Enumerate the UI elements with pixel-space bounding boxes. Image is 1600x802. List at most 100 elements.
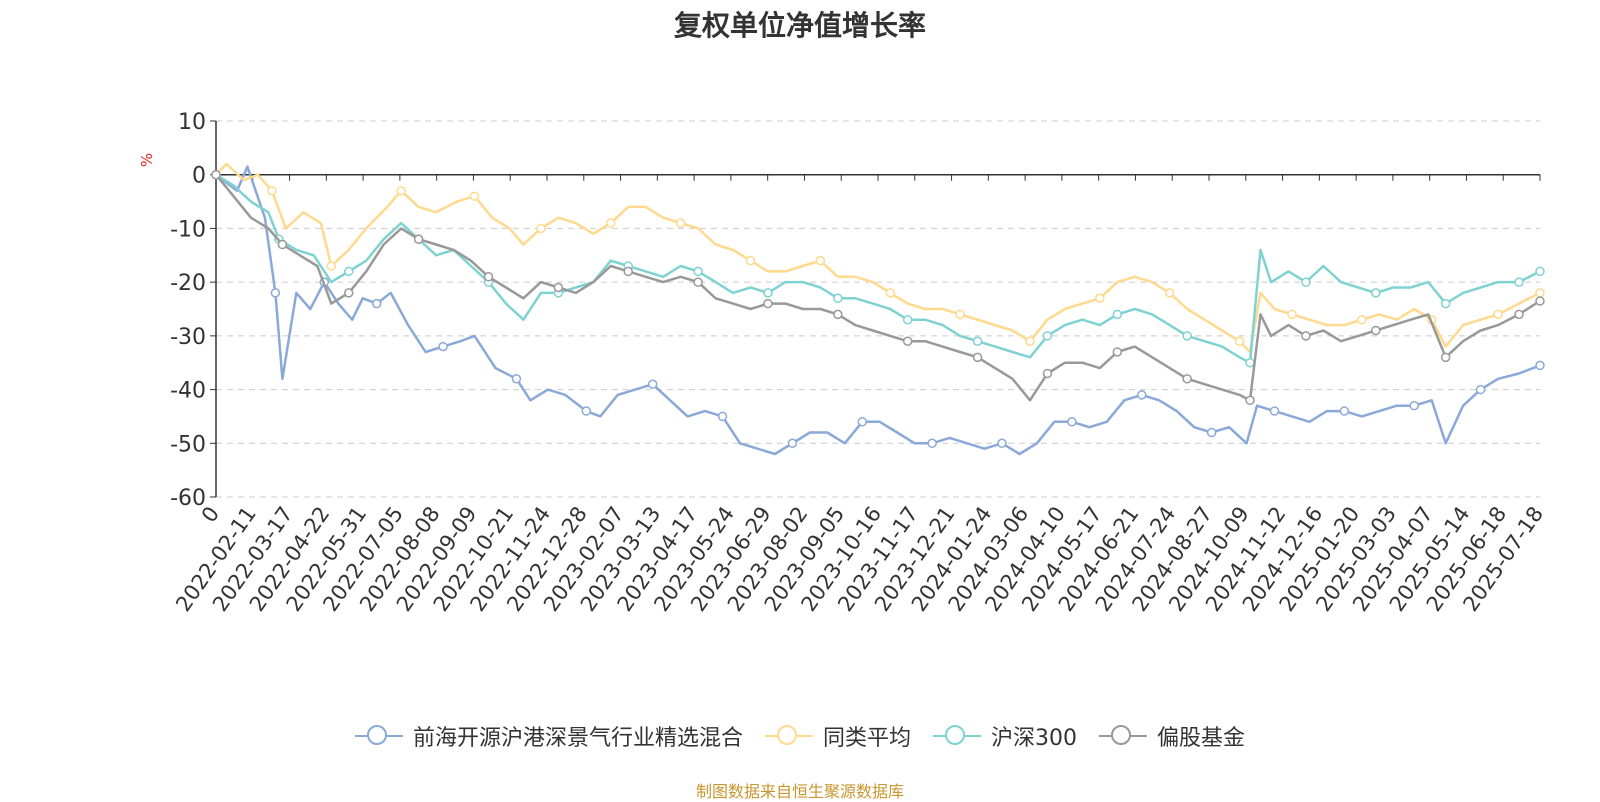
series-point — [343, 288, 354, 298]
y-tick-label: -20 — [170, 271, 206, 296]
legend-item-3[interactable]: 偏股基金 — [1099, 720, 1245, 752]
series-point — [815, 255, 826, 266]
series-point — [1475, 384, 1486, 395]
series-point — [553, 282, 564, 293]
series-point — [1042, 368, 1053, 379]
series-point — [693, 266, 703, 277]
series-point — [483, 272, 494, 282]
series-point — [1535, 288, 1545, 298]
series-point — [1234, 336, 1245, 346]
series-point — [396, 186, 406, 196]
series-point — [972, 336, 983, 346]
grid-layer — [216, 120, 1540, 498]
series-point — [211, 169, 221, 180]
series-point — [1067, 417, 1077, 427]
series-point — [902, 314, 913, 325]
series-point — [581, 406, 592, 416]
series-line-0 — [215, 165, 1541, 456]
line-chart: 100-10-20-30-40-50-6002022-02-112022-03-… — [138, 110, 1548, 616]
series-point — [413, 234, 424, 244]
legend-swatch — [354, 724, 403, 748]
series-point — [693, 277, 703, 287]
series-point — [511, 374, 522, 384]
series-point — [1371, 325, 1381, 336]
series-point — [371, 298, 382, 309]
series-point — [927, 438, 937, 449]
axis-layer: 100-10-20-30-40-50-6002022-02-112022-03-… — [170, 110, 1548, 616]
series-point — [1514, 309, 1524, 320]
series-point — [267, 186, 277, 196]
series-point — [857, 417, 868, 427]
series-point — [997, 438, 1007, 449]
series-point — [1514, 277, 1524, 287]
series-point — [270, 288, 281, 298]
series-point — [675, 218, 686, 228]
series-point — [1112, 309, 1123, 320]
series-point — [833, 293, 843, 304]
chart-title: 复权单位净值增长率 — [673, 9, 926, 42]
series-point — [833, 309, 843, 320]
y-tick-label: 0 — [192, 164, 206, 189]
series-point — [1409, 400, 1419, 411]
series-point — [1095, 293, 1105, 304]
series-point — [1269, 406, 1280, 416]
series-point — [1301, 277, 1311, 287]
series-point — [647, 379, 658, 389]
x-tick-label: 0 — [197, 502, 224, 527]
legend-label: 偏股基金 — [1157, 726, 1246, 751]
y-tick-label: -60 — [170, 486, 206, 511]
y-axis-label: % — [138, 153, 156, 167]
series-point — [438, 341, 448, 352]
series-point — [717, 411, 728, 422]
y-tick-label: -30 — [170, 325, 206, 350]
series-point — [1301, 331, 1311, 341]
series-layer — [211, 162, 1545, 456]
series-point — [885, 288, 895, 298]
y-tick-label: -40 — [170, 379, 206, 404]
series-point — [1535, 296, 1545, 306]
legend-label: 前海开源沪港深景气行业精选混合 — [412, 726, 743, 751]
series-point — [326, 261, 337, 271]
series-point — [1025, 336, 1035, 346]
series-point — [1182, 331, 1192, 341]
series-point — [277, 239, 288, 250]
series-point — [763, 288, 773, 298]
series-point — [1137, 390, 1147, 400]
y-tick-label: -10 — [170, 217, 206, 242]
series-point — [972, 352, 983, 363]
legend-item-0[interactable]: 前海开源沪港深景气行业精选混合 — [354, 720, 743, 752]
series-point — [1112, 347, 1123, 357]
series-line-1 — [215, 162, 1541, 354]
series-point — [1440, 298, 1451, 309]
series-point — [1206, 427, 1217, 438]
series-point — [1245, 395, 1255, 406]
series-point — [1287, 309, 1297, 320]
series-point — [469, 191, 480, 201]
series-point — [1440, 352, 1451, 363]
series-point — [902, 336, 913, 346]
y-tick-label: -50 — [170, 432, 206, 457]
series-point — [955, 309, 965, 320]
series-point — [606, 218, 616, 228]
series-point — [1245, 357, 1255, 368]
legend-swatch — [933, 724, 981, 748]
legend-swatch — [764, 724, 813, 748]
source-note: 制图数据来自恒生聚源数据库 — [695, 782, 904, 801]
y-tick-label: 10 — [178, 110, 206, 135]
legend-item-1[interactable]: 同类平均 — [764, 720, 911, 752]
series-point — [623, 266, 633, 277]
series-point — [787, 438, 798, 449]
legend-label: 沪深300 — [991, 726, 1077, 751]
legend-item-2[interactable]: 沪深300 — [933, 720, 1077, 752]
series-point — [343, 266, 354, 277]
legend-swatch — [1099, 724, 1147, 748]
series-point — [1339, 406, 1350, 416]
series-point — [1535, 360, 1545, 371]
series-point — [1164, 288, 1175, 298]
series-point — [1357, 314, 1367, 325]
series-point — [1182, 374, 1192, 384]
series-point — [1535, 266, 1545, 277]
series-point — [1042, 331, 1053, 341]
series-point — [1493, 309, 1503, 320]
